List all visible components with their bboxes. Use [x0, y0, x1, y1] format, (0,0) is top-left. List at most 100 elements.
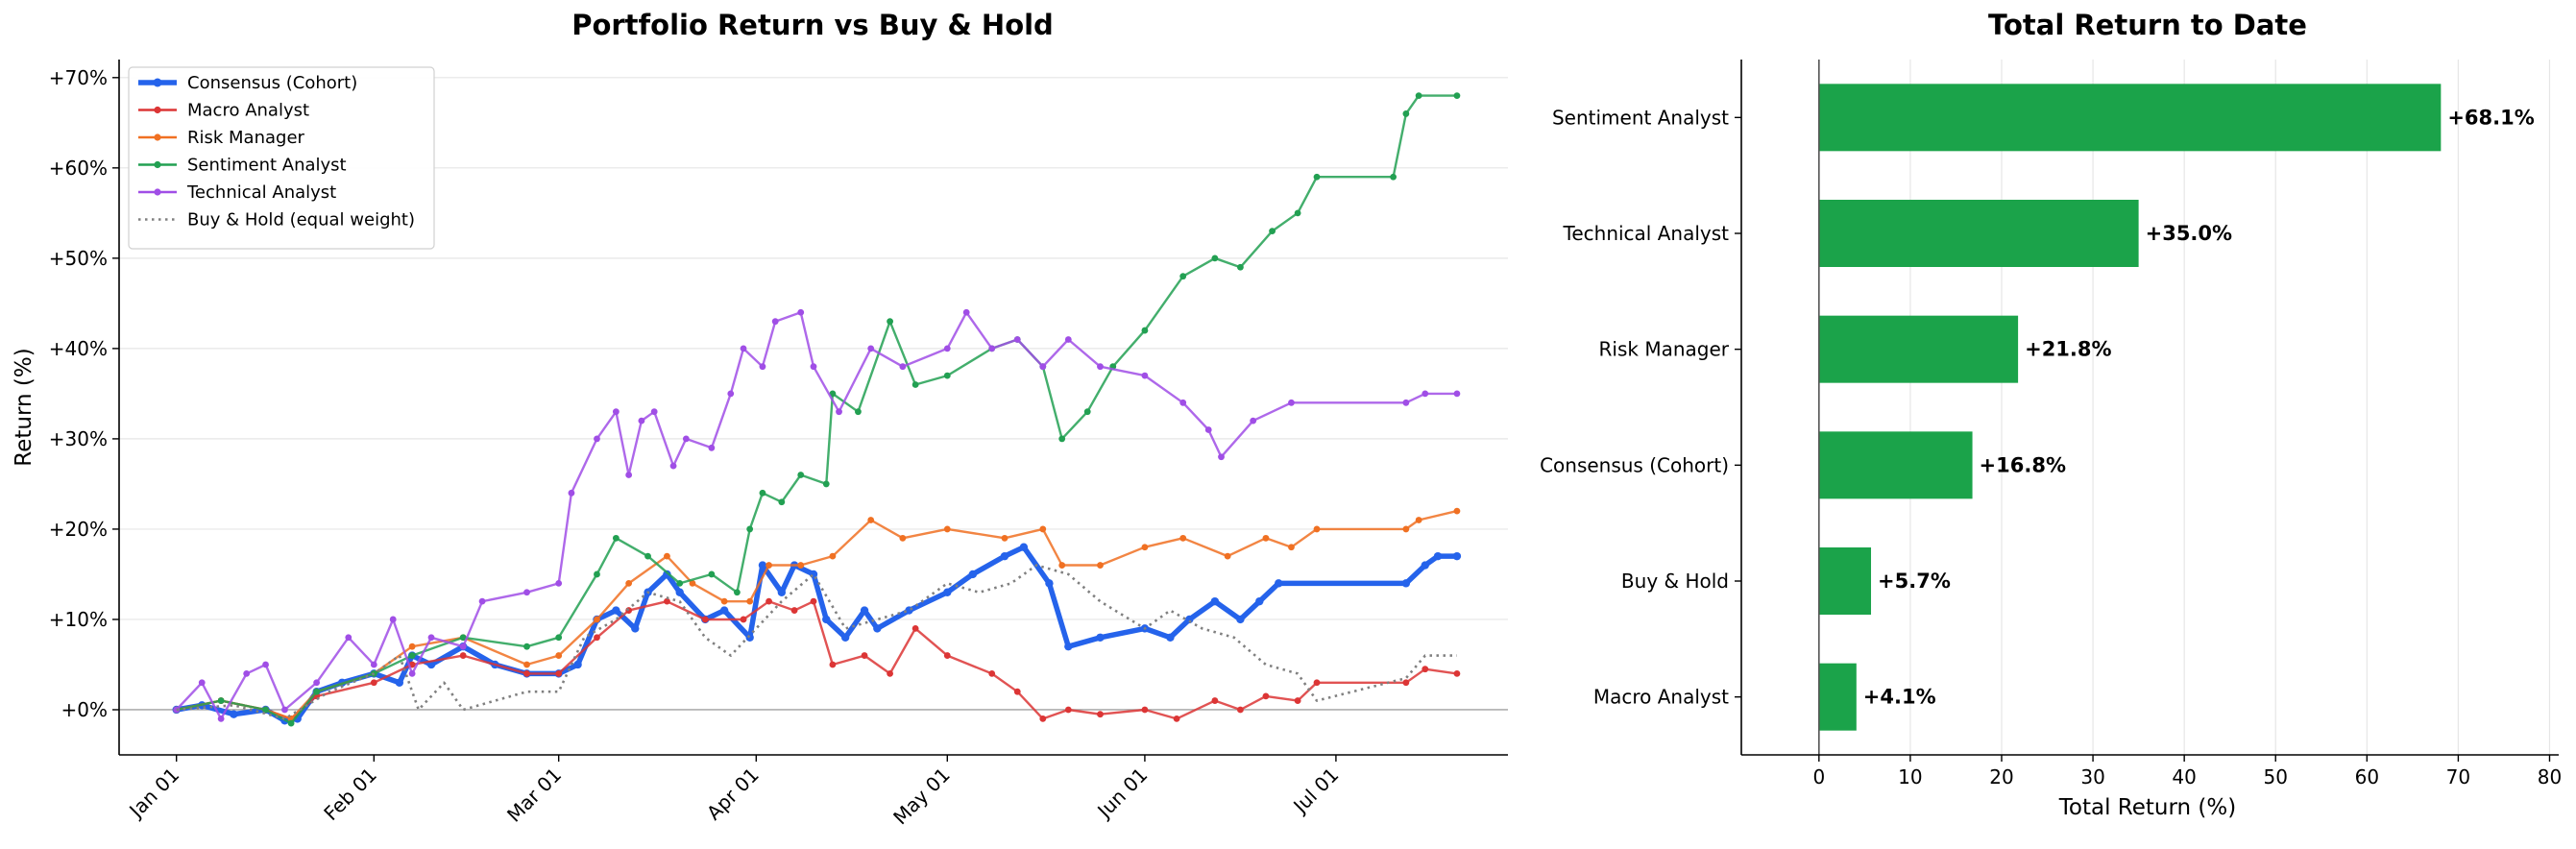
- data-point: [217, 697, 225, 704]
- data-point: [1313, 679, 1321, 687]
- data-point: [1313, 173, 1321, 181]
- data-point: [478, 597, 486, 605]
- data-point: [1236, 615, 1245, 624]
- bar-chart: Total Return to Date Total Return (%) 0 1…: [1540, 9, 2562, 820]
- data-point: [313, 688, 321, 695]
- data-point: [836, 408, 842, 416]
- data-point: [1294, 209, 1301, 217]
- data-point: [1141, 372, 1149, 379]
- data-point: [523, 643, 530, 650]
- x-tick-label: Apr 01: [702, 764, 764, 825]
- legend-marker: [154, 188, 161, 196]
- data-point: [778, 498, 786, 506]
- data-point: [1045, 579, 1054, 588]
- data-point: [720, 597, 728, 605]
- data-point: [631, 624, 640, 633]
- data-point: [664, 597, 670, 605]
- x-tick-label: 0: [1812, 765, 1825, 788]
- data-point: [408, 643, 416, 650]
- data-point: [962, 308, 970, 316]
- data-point: [1262, 534, 1270, 542]
- data-point: [345, 634, 352, 642]
- data-point: [1288, 544, 1295, 551]
- data-point: [759, 489, 766, 497]
- data-point: [746, 525, 754, 533]
- y-tick-label: +10%: [49, 608, 108, 631]
- bar-value-label: +16.8%: [1980, 453, 2066, 476]
- y-tick-label: +40%: [49, 337, 108, 360]
- data-point: [822, 480, 830, 488]
- data-point: [708, 570, 716, 578]
- data-point: [625, 472, 633, 478]
- bar-value-label: +35.0%: [2146, 222, 2232, 245]
- bar-risk-manager: [1818, 315, 2019, 383]
- data-point: [867, 345, 875, 352]
- data-point: [1058, 435, 1066, 443]
- data-point: [675, 588, 684, 596]
- data-point: [740, 345, 747, 352]
- data-point: [1453, 669, 1461, 677]
- data-point: [988, 345, 996, 352]
- data-point: [1453, 390, 1461, 398]
- data-point: [759, 363, 766, 371]
- data-point: [1179, 399, 1187, 406]
- x-tick-label: 20: [1989, 765, 2013, 788]
- data-point: [1421, 561, 1429, 570]
- data-point: [1237, 263, 1244, 271]
- legend-marker: [153, 78, 162, 87]
- data-point: [459, 643, 467, 650]
- data-point: [1173, 715, 1180, 722]
- data-point: [689, 579, 696, 587]
- data-point: [427, 634, 435, 642]
- data-point: [745, 633, 754, 642]
- data-point: [1402, 525, 1410, 533]
- data-point: [459, 634, 467, 642]
- data-point: [173, 706, 181, 714]
- data-point: [740, 616, 747, 623]
- data-point: [899, 363, 907, 371]
- y-tick-label: +70%: [49, 66, 108, 89]
- data-point: [797, 308, 805, 316]
- data-point: [1237, 706, 1244, 714]
- data-point: [822, 615, 831, 624]
- data-point: [1313, 525, 1321, 533]
- data-point: [1141, 544, 1149, 551]
- data-point: [887, 318, 893, 326]
- data-point: [1402, 679, 1410, 687]
- data-point: [911, 624, 919, 632]
- data-point: [1141, 706, 1149, 714]
- data-point: [943, 345, 951, 352]
- data-point: [389, 616, 397, 623]
- data-point: [1097, 562, 1104, 569]
- y-tick-label: +30%: [49, 427, 108, 450]
- line-chart-legend: Consensus (Cohort) Macro Analyst Risk Mana…: [128, 66, 435, 250]
- data-point: [943, 372, 951, 379]
- data-point: [861, 652, 868, 659]
- data-point: [943, 588, 952, 596]
- data-point: [1402, 110, 1410, 117]
- line-chart: Portfolio Return vs Buy & Hold Return (%…: [12, 9, 1508, 829]
- data-point: [1211, 255, 1219, 262]
- data-point: [1097, 363, 1104, 371]
- data-point: [1262, 692, 1270, 700]
- data-point: [1452, 551, 1462, 561]
- series-technical-analyst: [173, 308, 1461, 722]
- data-point: [262, 706, 269, 714]
- legend-label: Consensus (Cohort): [187, 73, 357, 93]
- bar-chart-bars: [1818, 84, 2442, 731]
- data-point: [1013, 688, 1021, 695]
- data-point: [625, 607, 633, 614]
- data-point: [855, 408, 862, 416]
- data-point: [797, 472, 805, 478]
- legend-marker: [154, 133, 161, 141]
- data-point: [262, 661, 269, 668]
- data-point: [1269, 228, 1276, 235]
- data-point: [568, 489, 575, 497]
- line-chart-y-ticks: +0% +10% +20% +30% +40% +50% +60% +70%: [49, 66, 119, 721]
- data-point: [943, 652, 951, 659]
- x-tick-label: May 01: [888, 764, 955, 830]
- data-point: [911, 381, 919, 388]
- x-tick-label: Jun 01: [1091, 764, 1152, 824]
- bar-chart-value-labels: +68.1% +35.0% +21.8% +16.8% +5.7% +4.1%: [1863, 106, 2535, 708]
